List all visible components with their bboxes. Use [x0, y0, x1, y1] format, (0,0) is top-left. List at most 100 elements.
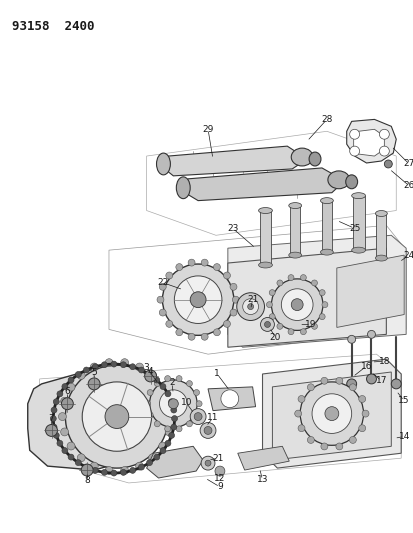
Circle shape [77, 372, 85, 379]
Circle shape [230, 284, 236, 290]
Text: 6: 6 [64, 387, 70, 397]
Text: 28: 28 [320, 115, 332, 124]
Circle shape [276, 324, 282, 329]
Circle shape [268, 289, 275, 296]
Circle shape [247, 304, 253, 310]
Circle shape [65, 365, 168, 468]
Circle shape [120, 362, 126, 368]
Circle shape [349, 437, 356, 443]
Circle shape [236, 293, 264, 320]
Circle shape [287, 274, 293, 280]
Circle shape [300, 274, 306, 280]
Circle shape [57, 391, 63, 397]
Circle shape [194, 413, 202, 421]
Circle shape [201, 259, 208, 266]
Circle shape [176, 376, 182, 382]
Circle shape [321, 302, 327, 308]
Circle shape [68, 377, 74, 383]
Circle shape [120, 470, 126, 475]
Circle shape [268, 314, 275, 320]
Circle shape [148, 454, 156, 462]
Text: 29: 29 [202, 125, 213, 134]
Circle shape [154, 381, 160, 386]
Circle shape [306, 437, 313, 443]
Ellipse shape [375, 255, 387, 261]
Circle shape [83, 464, 89, 470]
Circle shape [165, 397, 173, 405]
Polygon shape [227, 248, 385, 347]
Circle shape [383, 160, 392, 168]
Circle shape [176, 329, 182, 336]
Circle shape [311, 394, 351, 433]
Circle shape [367, 330, 375, 338]
Circle shape [82, 382, 151, 451]
Circle shape [138, 464, 144, 470]
Circle shape [61, 428, 69, 436]
Text: 2: 2 [169, 378, 174, 387]
Circle shape [188, 333, 195, 340]
Circle shape [61, 398, 73, 410]
Circle shape [167, 413, 175, 421]
Circle shape [158, 383, 166, 391]
Circle shape [53, 399, 59, 405]
Text: 7: 7 [48, 414, 54, 423]
Circle shape [61, 397, 69, 405]
Polygon shape [227, 235, 405, 347]
Text: 9: 9 [216, 482, 222, 491]
Circle shape [67, 383, 75, 391]
Ellipse shape [258, 262, 272, 268]
Circle shape [213, 264, 220, 271]
Polygon shape [207, 387, 255, 410]
Text: 11: 11 [207, 413, 218, 422]
Ellipse shape [351, 247, 365, 253]
Polygon shape [352, 196, 364, 250]
Text: 93158  2400: 93158 2400 [12, 20, 94, 34]
Circle shape [297, 395, 304, 402]
Circle shape [164, 376, 170, 382]
Circle shape [144, 370, 156, 382]
Circle shape [214, 466, 224, 476]
Circle shape [164, 391, 171, 397]
Polygon shape [237, 446, 289, 470]
Circle shape [349, 384, 356, 391]
Circle shape [51, 424, 57, 430]
Circle shape [146, 372, 152, 377]
Circle shape [50, 416, 56, 422]
Circle shape [299, 382, 363, 445]
Text: 3: 3 [143, 362, 149, 372]
Circle shape [154, 421, 160, 427]
Circle shape [186, 381, 192, 386]
Polygon shape [28, 369, 163, 470]
Circle shape [121, 359, 128, 367]
Circle shape [144, 401, 150, 407]
Polygon shape [158, 146, 306, 176]
Text: 5: 5 [91, 367, 97, 376]
Circle shape [154, 454, 159, 460]
Circle shape [204, 460, 211, 466]
Circle shape [77, 454, 85, 462]
Circle shape [149, 380, 197, 427]
Circle shape [148, 372, 156, 379]
Circle shape [390, 379, 400, 389]
Circle shape [105, 359, 113, 367]
Circle shape [193, 390, 199, 395]
Circle shape [162, 264, 233, 335]
Circle shape [320, 443, 327, 450]
Circle shape [90, 462, 98, 470]
Ellipse shape [320, 198, 332, 204]
Text: 4: 4 [147, 367, 153, 376]
Circle shape [159, 309, 166, 316]
Circle shape [271, 279, 322, 330]
Polygon shape [336, 255, 403, 327]
Circle shape [53, 432, 59, 438]
Circle shape [176, 264, 182, 271]
Polygon shape [321, 200, 331, 252]
Circle shape [57, 440, 63, 446]
Polygon shape [262, 359, 400, 468]
Circle shape [45, 424, 57, 437]
Text: 27: 27 [402, 159, 413, 168]
Ellipse shape [375, 211, 387, 216]
Circle shape [105, 405, 128, 429]
Polygon shape [272, 372, 390, 460]
Circle shape [230, 309, 236, 316]
